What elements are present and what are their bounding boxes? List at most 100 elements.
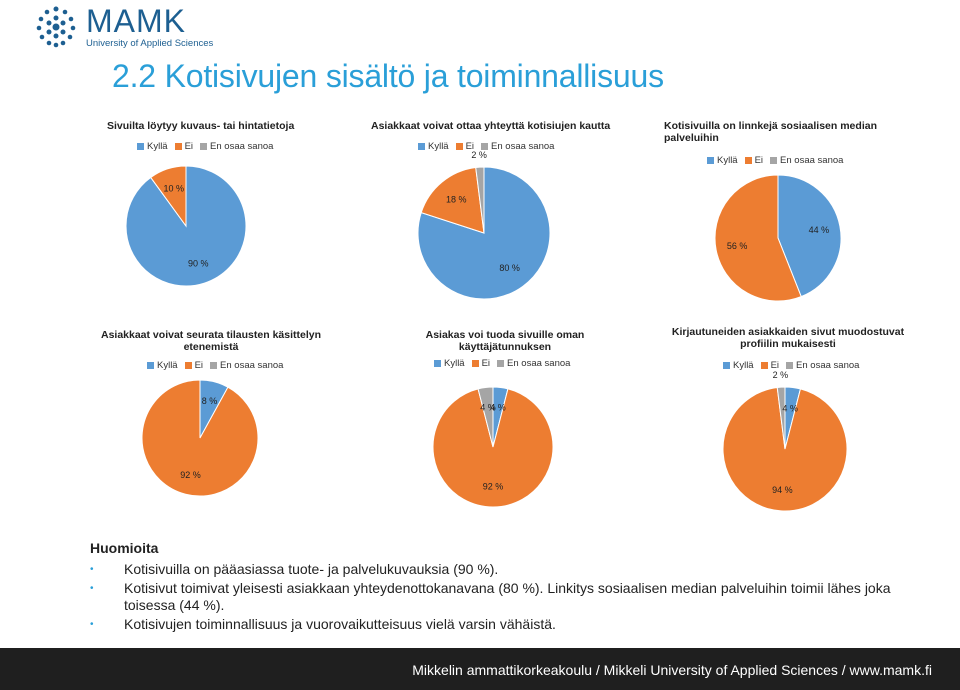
legend-item-ei: Ei xyxy=(760,360,780,371)
pie-slice-kyllä xyxy=(125,165,247,287)
mamk-logo: MAMK University of Applied Sciences xyxy=(34,3,224,52)
ei-swatch xyxy=(471,360,479,367)
pie-slice-en-osaa-sanoa xyxy=(477,386,494,448)
pie-svg: 80 % 18 % 2 % xyxy=(417,150,551,300)
pie-slice-en-osaa-sanoa xyxy=(776,386,786,450)
ei-swatch xyxy=(455,143,463,150)
ei-swatch xyxy=(744,157,752,164)
data-label: 8 % xyxy=(202,396,218,406)
kylla-swatch xyxy=(707,157,714,164)
pie-slice-kyllä xyxy=(777,174,842,298)
legend-item-en-osaa-sanoa: En osaa sanoa xyxy=(210,360,283,371)
legend-label: Kyllä xyxy=(428,141,449,152)
note-item: • Kotisivuilla on pääasiassa tuote- ja pa… xyxy=(90,561,930,578)
data-label: 4 % xyxy=(490,403,506,413)
data-label: 2 % xyxy=(773,370,789,380)
legend-item-en-osaa-sanoa: En osaa sanoa xyxy=(200,141,273,152)
ei-swatch xyxy=(174,143,182,150)
data-label: 4 % xyxy=(480,403,496,413)
pie-slice-kyllä xyxy=(417,166,551,300)
legend-label: Kyllä xyxy=(157,360,178,371)
notes-section: Huomioita • Kotisivuilla on pääasiassa tu… xyxy=(90,540,930,635)
legend-label: En osaa sanoa xyxy=(491,141,555,152)
legend-label: Ei xyxy=(465,141,475,152)
data-label: 44 % xyxy=(809,225,830,235)
pie-slice-ei xyxy=(420,166,485,234)
pie-slice-en-osaa-sanoa xyxy=(475,166,485,234)
pie-slice-ei xyxy=(150,165,187,228)
kylla-swatch xyxy=(434,360,441,367)
legend-item-ei: Ei xyxy=(184,360,204,371)
notes-list: • Kotisivuilla on pääasiassa tuote- ja pa… xyxy=(90,561,930,633)
logo-brand: MAMK xyxy=(86,3,186,39)
bullet-icon: • xyxy=(90,564,94,575)
chart-legend: Kyllä Ei En osaa sanoa xyxy=(137,141,273,152)
footer-bar: Mikkelin ammattikorkeakoulu / Mikkeli Un… xyxy=(0,648,960,690)
bullet-icon: • xyxy=(90,619,94,630)
legend-item-ei: Ei xyxy=(744,155,764,166)
legend-label: En osaa sanoa xyxy=(507,358,571,369)
en-osaa-sanoa-swatch xyxy=(481,143,489,150)
legend-item-kylla: Kyllä xyxy=(707,155,738,166)
legend-label: Kyllä xyxy=(717,155,738,166)
data-label: 56 % xyxy=(727,241,748,251)
pie-slice-ei xyxy=(722,386,848,512)
chart-title: Asiakas voi tuoda sivuille oman käyttäjä… xyxy=(425,329,585,353)
logo-mark-icon xyxy=(36,6,76,48)
legend-label: Ei xyxy=(194,360,204,371)
bullet-icon: • xyxy=(90,583,94,594)
pie-slice-ei xyxy=(141,379,259,497)
kylla-swatch xyxy=(137,143,144,150)
legend-label: Kyllä xyxy=(444,358,465,369)
pie-svg: 4 % 92 % 4 % xyxy=(432,386,554,508)
legend-item-ei: Ei xyxy=(174,141,193,152)
legend-item-en-osaa-sanoa: En osaa sanoa xyxy=(786,360,859,371)
en-osaa-sanoa-swatch xyxy=(770,157,778,164)
chart-title: Asiakkaat voivat seurata tilausten käsit… xyxy=(100,329,322,353)
pie-svg: 8 % 92 % xyxy=(141,379,259,497)
chart-legend: Kyllä Ei En osaa sanoa xyxy=(723,360,859,371)
chart-title: Sivuilta löytyy kuvaus- tai hintatietoja xyxy=(107,120,295,132)
ei-swatch xyxy=(184,362,192,369)
en-osaa-sanoa-swatch xyxy=(497,360,505,367)
legend-item-kylla: Kyllä xyxy=(147,360,178,371)
legend-item-kylla: Kyllä xyxy=(434,358,465,369)
logo-tagline: University of Applied Sciences xyxy=(86,38,214,49)
chart-title: Kirjautuneiden asiakkaiden sivut muodost… xyxy=(671,326,905,350)
chart-title: Asiakkaat voivat ottaa yhteyttä kotisiuj… xyxy=(371,120,611,132)
legend-label: Kyllä xyxy=(733,360,754,371)
pie-svg: 44 % 56 % xyxy=(714,174,842,302)
kylla-swatch xyxy=(418,143,425,150)
data-label: 94 % xyxy=(772,485,793,495)
ei-swatch xyxy=(760,362,768,369)
legend-item-ei: Ei xyxy=(455,141,475,152)
data-label: 4 % xyxy=(782,403,798,413)
legend-item-ei: Ei xyxy=(471,358,490,369)
legend-label: Kyllä xyxy=(147,141,168,152)
legend-item-en-osaa-sanoa: En osaa sanoa xyxy=(497,358,570,369)
page-title: 2.2 Kotisivujen sisältö ja toiminnallisu… xyxy=(112,58,664,94)
data-label: 10 % xyxy=(164,183,185,193)
chart-legend: Kyllä Ei En osaa sanoa xyxy=(434,358,570,369)
data-label: 92 % xyxy=(180,470,201,480)
footer-text: Mikkelin ammattikorkeakoulu / Mikkeli Un… xyxy=(412,662,932,678)
pie-svg: 4 % 94 % 2 % xyxy=(722,370,848,512)
en-osaa-sanoa-swatch xyxy=(210,362,218,369)
note-text: Kotisivuilla on pääasiassa tuote- ja pal… xyxy=(124,561,499,577)
legend-label: En osaa sanoa xyxy=(796,360,860,371)
data-label: 2 % xyxy=(471,150,487,160)
legend-item-kylla: Kyllä xyxy=(418,141,449,152)
notes-title: Huomioita xyxy=(90,540,159,556)
legend-item-en-osaa-sanoa: En osaa sanoa xyxy=(481,141,554,152)
legend-label: Ei xyxy=(770,360,780,371)
legend-label: En osaa sanoa xyxy=(210,141,274,152)
en-osaa-sanoa-swatch xyxy=(786,362,794,369)
data-label: 90 % xyxy=(188,259,209,269)
legend-item-kylla: Kyllä xyxy=(137,141,168,152)
legend-label: Ei xyxy=(754,155,764,166)
note-item: • Kotisivut toimivat yleisesti asiakkaan … xyxy=(90,580,930,614)
legend-label: En osaa sanoa xyxy=(780,155,844,166)
data-label: 18 % xyxy=(446,194,467,204)
note-text: Kotisivut toimivat yleisesti asiakkaan y… xyxy=(124,580,891,613)
note-item: • Kotisivujen toiminnallisuus ja vuorovai… xyxy=(90,616,930,633)
